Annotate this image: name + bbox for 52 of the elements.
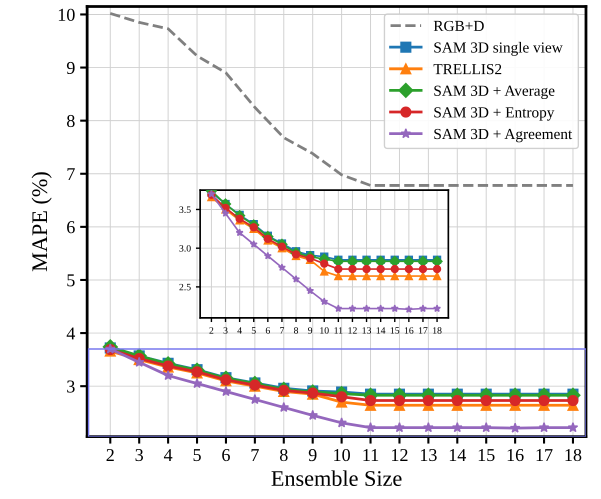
- y-tick-label: 5: [67, 274, 75, 286]
- y-tick-label: 7: [68, 168, 75, 180]
- x-tick-label: 10: [320, 327, 329, 334]
- x-tick-label: 12: [348, 327, 357, 334]
- x-tick-label: 2: [106, 449, 114, 461]
- x-tick-label: 5: [194, 449, 201, 462]
- y-tick-label: 3: [67, 380, 75, 393]
- y-axis-title: MAPE (%): [32, 172, 52, 272]
- y-tick-label: 2.5: [179, 284, 191, 290]
- x-axis-title: Ensemble Size: [271, 470, 402, 486]
- x-tick-label: 9: [308, 327, 312, 334]
- x-tick-label: 7: [252, 449, 259, 461]
- x-tick-label: 5: [252, 327, 256, 334]
- x-tick-label: 3: [224, 327, 228, 334]
- y-tick-label: 6: [67, 221, 75, 234]
- y-tick-label: 3.0: [179, 245, 191, 252]
- x-tick-label: 4: [164, 449, 172, 461]
- x-tick-label: 11: [334, 327, 342, 334]
- x-tick-label: 7: [280, 327, 284, 334]
- y-tick-label: 9: [66, 62, 75, 74]
- legend-label: SAM 3D + Entropy: [434, 107, 554, 121]
- x-tick-label: 16: [404, 327, 414, 334]
- legend-label: SAM 3D + Average: [434, 86, 554, 100]
- x-tick-label: 18: [433, 327, 442, 334]
- x-tick-label: 2: [209, 327, 214, 334]
- x-tick-label: 9: [308, 449, 316, 462]
- x-tick-label: 15: [478, 449, 495, 462]
- x-tick-label: 15: [390, 327, 400, 334]
- x-tick-label: 13: [362, 327, 372, 334]
- x-tick-label: 6: [222, 449, 230, 462]
- x-tick-label: 3: [136, 449, 144, 462]
- y-tick-label: 10: [58, 8, 75, 21]
- x-tick-label: 8: [280, 448, 288, 462]
- x-tick-label: 10: [334, 448, 350, 462]
- y-tick-label: 3.5: [179, 206, 191, 213]
- legend-label: SAM 3D + Agreement: [434, 128, 572, 142]
- x-tick-label: 13: [420, 449, 437, 462]
- x-tick-label: 4: [237, 327, 242, 334]
- x-tick-label: 14: [450, 449, 466, 461]
- x-tick-label: 12: [392, 449, 408, 461]
- legend-label: TRELLIS2: [434, 64, 502, 74]
- legend-label: SAM 3D single view: [434, 42, 563, 56]
- x-tick-label: 6: [266, 327, 270, 334]
- legend-label: RGB+D: [434, 20, 484, 32]
- x-tick-label: 11: [363, 449, 378, 461]
- x-tick-label: 8: [294, 327, 298, 334]
- x-tick-label: 14: [376, 327, 386, 334]
- y-tick-label: 8: [67, 114, 75, 128]
- x-tick-label: 17: [536, 449, 553, 461]
- x-tick-label: 16: [508, 449, 524, 462]
- x-tick-label: 17: [418, 327, 428, 334]
- x-tick-label: 18: [566, 448, 582, 462]
